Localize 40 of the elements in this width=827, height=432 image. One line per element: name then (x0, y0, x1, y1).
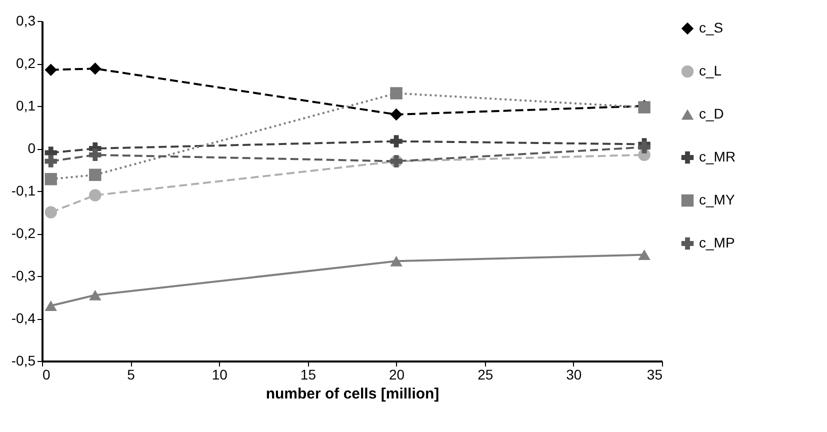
point (44, 300, 57, 312)
point (44, 64, 57, 76)
x-tick-label: 35 (646, 366, 663, 382)
point (44, 172, 57, 186)
legend-label: c_MR (699, 148, 736, 164)
y-tick-label: -0,5 (11, 352, 36, 368)
point (390, 87, 402, 100)
point (390, 108, 402, 121)
point (89, 189, 102, 202)
point (89, 148, 102, 161)
point (638, 249, 650, 260)
legend-label: c_S (699, 20, 724, 36)
point (44, 206, 57, 218)
x-tick-label: 10 (212, 366, 228, 382)
x-tick-label: 15 (300, 366, 316, 382)
x-tick-label: 25 (478, 366, 494, 382)
y-tick-label: -0,4 (11, 310, 36, 326)
y-tick-label: 0,2 (16, 55, 36, 71)
x-axis-title: number of cells [million] (266, 386, 440, 402)
legend-label: c_D (699, 106, 724, 122)
x-tick-label: 5 (127, 366, 136, 382)
point (390, 135, 402, 148)
y-tick-label: -0,3 (11, 268, 36, 284)
point (638, 141, 650, 154)
legend-label: c_L (699, 62, 722, 78)
y-tick-label: -0,2 (11, 225, 36, 241)
point (390, 256, 402, 266)
x-tick-label: 20 (388, 366, 405, 382)
y-tick-label: -0,1 (11, 182, 36, 198)
legend-label: c_MY (699, 192, 736, 208)
point (44, 155, 57, 168)
x-tick-label: 0 (42, 366, 50, 382)
y-tick-label: 0,3 (16, 12, 36, 28)
point (89, 62, 102, 75)
x-tick-label: 30 (566, 366, 582, 382)
point (89, 168, 102, 181)
point (89, 290, 102, 300)
y-tick-label: 0 (28, 140, 36, 156)
y-tick-label: 0,1 (16, 98, 36, 114)
legend-label: c_MP (699, 234, 735, 250)
